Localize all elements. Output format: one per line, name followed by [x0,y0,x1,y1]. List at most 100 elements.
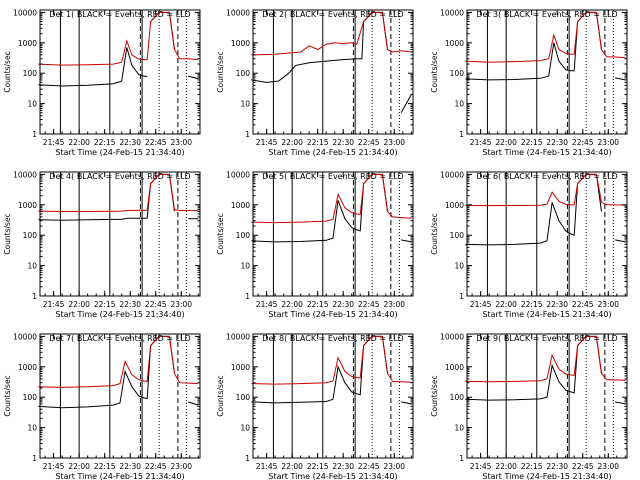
x-tick-label: 23:00 [383,300,405,309]
detector-panel-4: 1 10 100 1000 10000 21:45 22:00 22:15 22:30 22:45… [3,170,201,319]
y-tick-label: 10 [240,100,250,109]
y-tick-label: 1 [459,130,464,139]
y-axis-label: Counts/sec [430,213,439,254]
x-axis-label: Start Time (24-Feb-15 21:34:40) [268,310,397,319]
plot-frame [252,333,414,459]
x-tick-label: 22:15 [307,138,329,147]
x-tick-label: 23:00 [597,138,619,147]
y-tick-label: 10000 [13,170,37,179]
y-tick-label: 100 [23,69,38,78]
x-tick-label: 22:45 [145,462,167,471]
x-tick-label: 21:45 [43,138,65,147]
detector-panel-6: 1 10 100 1000 10000 21:45 22:00 22:15 22:30 22:45… [430,170,628,319]
lld-series-line [251,173,412,224]
x-tick-label: 22:00 [68,462,90,471]
x-tick-label: 21:45 [256,300,278,309]
x-tick-label: 22:45 [358,462,380,471]
events-series-line [465,173,626,246]
y-tick-label: 100 [450,231,465,240]
x-axis-label: Start Time (24-Feb-15 21:34:40) [268,148,397,157]
y-tick-label: 100 [23,393,38,402]
x-tick-label: 22:30 [332,138,354,147]
y-tick-label: 10 [454,424,464,433]
y-tick-label: 1000 [231,39,250,48]
y-axis-label: Counts/sec [3,213,12,254]
events-series-line [38,173,199,221]
x-tick-label: 21:45 [470,462,492,471]
x-tick-label: 22:00 [281,300,303,309]
x-axis-label: Start Time (24-Feb-15 21:34:40) [55,472,184,480]
plot-frame [39,171,201,297]
y-tick-label: 100 [236,393,251,402]
y-tick-label: 1000 [445,39,464,48]
panel-title: Det 4( BLACK = Events, RED = LLD [49,172,190,181]
plot-frame [39,9,201,135]
x-tick-label: 21:45 [256,462,278,471]
y-tick-label: 1000 [231,363,250,372]
y-tick-label: 100 [23,231,38,240]
y-axis-label: Counts/sec [3,375,12,416]
y-tick-label: 10000 [226,332,250,341]
lld-series-line [251,11,412,56]
y-tick-label: 100 [450,393,465,402]
y-tick-label: 10000 [13,332,37,341]
x-tick-label: 22:15 [307,462,329,471]
lld-series-line [465,11,626,63]
y-tick-label: 1000 [231,201,250,210]
panel-title: Det 6( BLACK = Events, RED = LLD [476,172,617,181]
x-tick-label: 22:30 [119,300,141,309]
x-tick-label: 22:30 [546,300,568,309]
lld-series-line [465,335,626,383]
y-tick-label: 10000 [440,8,464,17]
x-tick-label: 21:45 [43,300,65,309]
lld-series-line [251,335,412,385]
x-axis-label: Start Time (24-Feb-15 21:34:40) [55,148,184,157]
events-series-line [251,11,412,114]
y-tick-label: 1000 [445,363,464,372]
x-tick-label: 22:00 [281,138,303,147]
y-tick-label: 10 [454,262,464,271]
plot-frame [252,9,414,135]
x-tick-label: 22:15 [94,138,116,147]
y-axis-label: Counts/sec [216,51,225,92]
detector-panel-3: 1 10 100 1000 10000 21:45 22:00 22:15 22:30 22:45… [430,8,628,157]
y-tick-label: 10000 [440,170,464,179]
y-tick-label: 1 [245,454,250,463]
x-tick-label: 22:45 [145,138,167,147]
y-tick-label: 100 [236,231,251,240]
panel-title: Det 8( BLACK = Events, RED = LLD [262,334,403,343]
panel-title: Det 2( BLACK = Events, RED = LLD [262,10,403,19]
x-tick-label: 22:15 [521,138,543,147]
x-tick-label: 22:00 [281,462,303,471]
y-tick-label: 10 [454,100,464,109]
x-axis-label: Start Time (24-Feb-15 21:34:40) [268,472,397,480]
panel-title: Det 3( BLACK = Events, RED = LLD [476,10,617,19]
x-tick-label: 23:00 [170,462,192,471]
x-tick-label: 22:00 [68,300,90,309]
y-tick-label: 100 [450,69,465,78]
x-tick-label: 23:00 [170,138,192,147]
x-axis-label: Start Time (24-Feb-15 21:34:40) [482,148,611,157]
x-tick-label: 22:45 [572,300,594,309]
lld-series-line [38,11,199,66]
y-tick-label: 1 [32,292,37,301]
y-tick-label: 1 [245,130,250,139]
y-axis-label: Counts/sec [216,213,225,254]
y-tick-label: 1 [459,454,464,463]
plot-frame [39,333,201,459]
y-axis-label: Counts/sec [216,375,225,416]
detector-panel-5: 1 10 100 1000 10000 21:45 22:00 22:15 22:30 22:45… [216,170,414,319]
x-tick-label: 23:00 [383,138,405,147]
y-tick-label: 1 [245,292,250,301]
x-axis-label: Start Time (24-Feb-15 21:34:40) [482,310,611,319]
y-tick-label: 1000 [18,201,37,210]
detector-panel-9: 1 10 100 1000 10000 21:45 22:00 22:15 22:30 22:45… [430,332,628,480]
x-tick-label: 21:45 [43,462,65,471]
panel-title: Det 1( BLACK = Events, RED = LLD [49,10,190,19]
lld-series-line [465,173,626,207]
panel-title: Det 9( BLACK = Events, RED = LLD [476,334,617,343]
y-axis-label: Counts/sec [430,375,439,416]
y-tick-label: 1 [32,454,37,463]
x-tick-label: 22:30 [119,462,141,471]
